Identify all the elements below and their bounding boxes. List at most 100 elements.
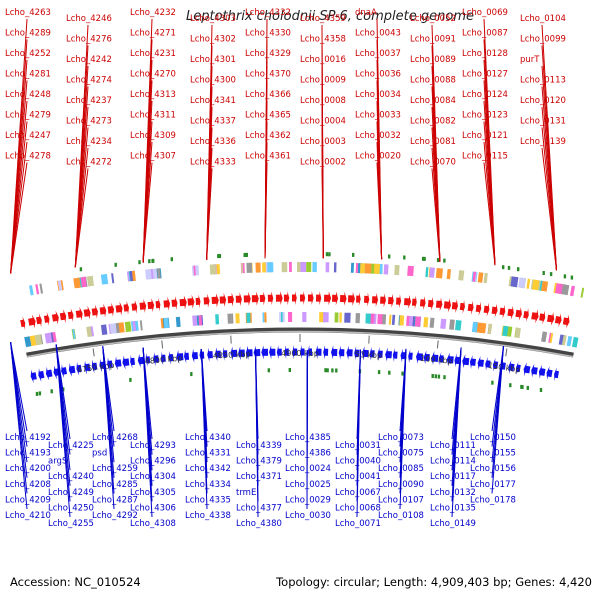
plus-strand-gene <box>316 291 322 306</box>
feature-marker <box>436 258 440 263</box>
gene-label-plus: Lcho_4311 <box>130 111 176 121</box>
plus-strand-gene <box>179 295 187 310</box>
minus-strand-gene <box>38 368 45 382</box>
minus-cog-box <box>109 323 117 334</box>
plus-cog-box <box>539 280 543 291</box>
gene-label-plus: Lcho_4300 <box>190 76 236 86</box>
gene-label-plus-leader <box>142 162 153 263</box>
plus-cog-box <box>246 262 253 273</box>
minus-cog-box <box>281 312 283 323</box>
gene-label-plus: Lcho_0016 <box>300 55 346 65</box>
minus-strand-gene <box>377 347 383 362</box>
feature-marker <box>491 380 494 385</box>
minus-cog-box <box>90 326 94 337</box>
scale-tick-label: 150 kbp <box>487 361 521 374</box>
gene-label-plus: Lcho_4273 <box>66 117 112 127</box>
plus-cog-box <box>157 268 161 279</box>
gene-label-minus-leader <box>356 349 361 518</box>
minus-strand-gene <box>439 351 444 366</box>
plus-strand-gene <box>364 292 370 307</box>
feature-marker <box>218 254 222 258</box>
gene-label-minus: Lcho_4240 <box>48 472 94 482</box>
minus-cog-box <box>334 312 339 323</box>
feature-marker <box>50 389 53 394</box>
gene-label-plus: Lcho_0081 <box>410 137 456 147</box>
minus-cog-box <box>514 327 521 339</box>
feature-marker <box>79 267 83 272</box>
gene-label-minus: Lcho_4339 <box>236 441 282 451</box>
plus-strand-gene <box>235 292 242 307</box>
minus-strand-gene <box>61 364 67 378</box>
gene-label-plus: Lcho_0104 <box>520 14 566 24</box>
gene-label-plus: Lcho_0091 <box>410 35 456 45</box>
minus-cog-box <box>378 314 384 325</box>
gene-label-plus: Lcho_0087 <box>462 29 508 39</box>
minus-strand-gene <box>261 345 269 360</box>
minus-strand-gene <box>207 347 213 362</box>
gene-label-plus-leader <box>74 168 89 268</box>
minus-strand-gene <box>508 360 515 374</box>
gene-label-plus: Lcho_0070 <box>410 158 456 168</box>
gene-label-minus: Lcho_4210 <box>5 511 51 521</box>
minus-strand-gene <box>114 356 122 371</box>
gene-label-plus: Lcho_0008 <box>300 96 346 106</box>
minus-cog-box <box>455 320 462 331</box>
feature-marker <box>517 267 520 272</box>
minus-cog-box <box>566 335 573 347</box>
minus-strand-gene <box>222 347 228 361</box>
plus-cog-box <box>472 271 477 282</box>
gene-label-plus: Lcho_4366 <box>245 90 291 100</box>
gene-label-plus: dnaA <box>355 8 377 18</box>
gene-label-plus: Lcho_4358 <box>300 35 346 45</box>
gene-label-minus-leader <box>10 342 28 510</box>
plus-strand-gene <box>483 302 490 317</box>
feature-marker <box>170 257 173 262</box>
plus-cog-box <box>216 264 221 275</box>
gene-label-plus: Lcho_4301 <box>190 55 236 65</box>
plus-cog-box <box>111 273 115 284</box>
genome-backbone <box>26 327 574 358</box>
plus-strand-gene <box>419 296 426 310</box>
feature-marker <box>388 254 391 259</box>
minus-strand-gene <box>276 345 282 360</box>
plus-strand-gene <box>515 306 522 321</box>
gene-label-plus: Lcho_0088 <box>410 76 456 86</box>
feature-marker <box>129 377 132 382</box>
gene-label-plus: Lcho_4330 <box>245 29 291 39</box>
plus-cog-box <box>355 263 359 274</box>
gene-label-minus: Lcho_4386 <box>285 449 331 459</box>
gene-label-plus: Lcho_0139 <box>520 137 566 147</box>
plus-cog-box <box>306 262 312 272</box>
plus-cog-box <box>446 269 451 280</box>
minus-strand-gene <box>538 364 546 379</box>
feature-marker <box>114 262 117 267</box>
minus-cog-box <box>262 312 265 323</box>
minus-strand-gene <box>30 369 37 384</box>
minus-cog-box <box>34 334 43 346</box>
gene-label-plus: Lcho_4281 <box>5 70 51 80</box>
scale-tick <box>92 348 95 357</box>
plus-cog-box <box>325 262 330 273</box>
plus-strand-gene <box>388 293 394 308</box>
minus-strand-gene <box>469 355 476 369</box>
minus-cog-box <box>541 331 548 343</box>
gene-label-minus: Lcho_4285 <box>92 480 138 490</box>
scale-tick <box>436 340 439 349</box>
minus-cog-box <box>355 313 361 324</box>
gene-label-plus: Lcho_0009 <box>300 76 346 86</box>
gene-label-minus: Lcho_4304 <box>130 472 176 482</box>
plus-strand-gene <box>491 303 498 318</box>
gene-label-plus: Lcho_4303 <box>190 14 236 24</box>
gene-label-plus: Lcho_4370 <box>245 70 291 80</box>
plus-strand-gene <box>475 301 482 316</box>
plus-strand-gene <box>467 300 474 315</box>
minus-cog-box <box>132 321 137 332</box>
feature-marker <box>434 374 437 379</box>
plus-cog-box <box>73 277 81 289</box>
gene-label-plus: Lcho_0036 <box>355 70 401 80</box>
plus-cog-box <box>580 287 585 298</box>
feature-marker <box>401 371 404 376</box>
gene-label-minus: Lcho_0030 <box>285 511 331 521</box>
gene-label-plus: Lcho_4359 <box>300 14 346 24</box>
plus-strand-gene <box>523 308 529 322</box>
